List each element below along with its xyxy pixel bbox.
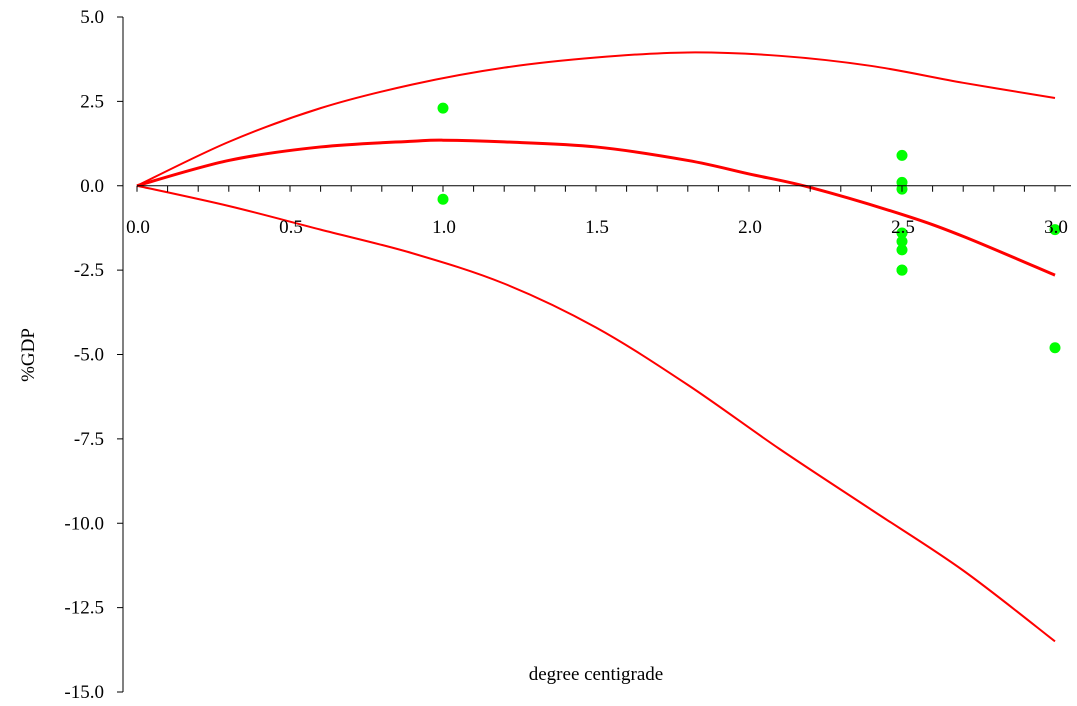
x-tick-label: 1.5	[585, 217, 609, 238]
y-tick-label: 0.0	[80, 176, 104, 197]
tick-labels: 5.0 2.5 0.0 -2.5 -5.0 -7.5 -10.0 -12.5 -15.0 0.0 0…	[64, 7, 1067, 703]
curve-lower-bound	[136, 184, 1056, 643]
y-tick-label: -15.0	[64, 682, 104, 703]
y-tick-label: 5.0	[80, 7, 104, 28]
data-point	[896, 149, 908, 161]
data-point	[896, 244, 908, 256]
data-point	[1049, 342, 1061, 354]
data-point	[896, 227, 908, 239]
data-point	[896, 235, 908, 247]
data-point	[437, 193, 449, 205]
x-axis-title: degree centigrade	[529, 664, 664, 685]
y-tick-label: 2.5	[80, 91, 104, 112]
data-point	[896, 264, 908, 276]
x-tick-label: 2.5	[891, 217, 915, 238]
data-point	[1049, 224, 1061, 236]
plot-area	[136, 51, 1061, 643]
y-tick-label: -5.0	[74, 345, 104, 366]
x-tick-label: 1.0	[432, 217, 456, 238]
curve-upper-bound	[136, 51, 1056, 187]
x-tick-label: 3.0	[1044, 217, 1068, 238]
y-tick-label: -12.5	[64, 598, 104, 619]
x-tick-label: 2.0	[738, 217, 762, 238]
y-tick-label: -2.5	[74, 260, 104, 281]
y-tick-label: -10.0	[64, 513, 104, 534]
axes	[117, 16, 1071, 693]
curve-central-estimate	[136, 138, 1056, 277]
y-axis-title: %GDP	[18, 328, 39, 382]
data-point	[437, 102, 449, 114]
x-tick-label: 0.5	[279, 217, 303, 238]
x-tick-label: 0.0	[126, 217, 150, 238]
y-tick-label: -7.5	[74, 429, 104, 450]
